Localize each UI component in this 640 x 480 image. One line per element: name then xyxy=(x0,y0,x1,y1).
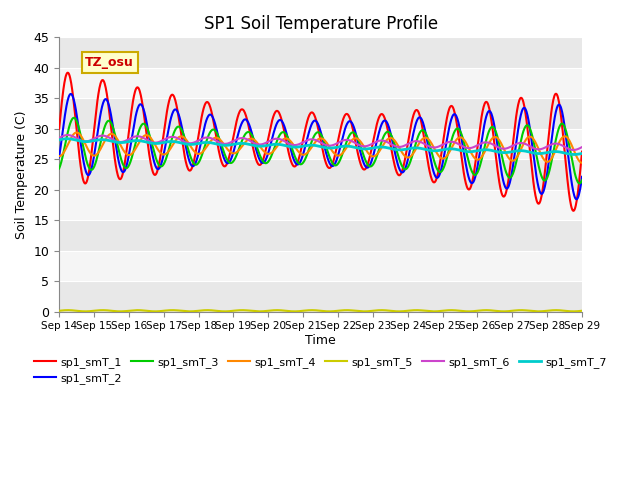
sp1_smT_4 xyxy=(268,150,275,156)
Line: sp1_smT_1: sp1_smT_1 xyxy=(59,73,582,211)
sp1_smT_7 xyxy=(109,139,117,144)
sp1_smT_5 xyxy=(463,309,471,314)
sp1_smT_3 xyxy=(109,125,117,131)
sp1_smT_3 xyxy=(463,154,471,159)
sp1_smT_1 xyxy=(268,122,275,128)
sp1_smT_7 xyxy=(570,152,578,157)
Bar xyxy=(59,37,582,68)
sp1_smT_7 xyxy=(268,142,275,148)
X-axis label: Time: Time xyxy=(305,334,336,347)
sp1_smT_4 xyxy=(473,156,481,162)
Legend: sp1_smT_1, sp1_smT_2, sp1_smT_3, sp1_smT_4, sp1_smT_5, sp1_smT_6, sp1_smT_7: sp1_smT_1, sp1_smT_2, sp1_smT_3, sp1_smT… xyxy=(29,352,612,388)
sp1_smT_3 xyxy=(575,180,583,186)
sp1_smT_2 xyxy=(268,140,275,145)
sp1_smT_7 xyxy=(415,145,422,151)
Bar xyxy=(59,251,582,281)
sp1_smT_6 xyxy=(570,147,577,153)
sp1_smT_7 xyxy=(473,148,481,154)
Text: TZ_osu: TZ_osu xyxy=(85,56,134,69)
sp1_smT_3 xyxy=(70,115,77,120)
sp1_smT_6 xyxy=(463,145,471,151)
sp1_smT_3 xyxy=(473,171,481,177)
sp1_smT_5 xyxy=(109,308,117,314)
sp1_smT_2 xyxy=(415,115,422,120)
sp1_smT_5 xyxy=(552,307,560,313)
Line: sp1_smT_7: sp1_smT_7 xyxy=(59,139,582,155)
sp1_smT_2 xyxy=(109,124,117,130)
sp1_smT_4 xyxy=(55,153,63,159)
sp1_smT_4 xyxy=(578,160,586,166)
sp1_smT_5 xyxy=(578,308,586,313)
sp1_smT_1 xyxy=(64,70,72,76)
sp1_smT_6 xyxy=(64,132,72,138)
Y-axis label: Soil Temperature (C): Soil Temperature (C) xyxy=(15,110,28,239)
sp1_smT_3 xyxy=(286,140,294,146)
sp1_smT_6 xyxy=(578,144,586,150)
sp1_smT_5 xyxy=(473,308,481,314)
sp1_smT_7 xyxy=(286,144,294,150)
Bar xyxy=(59,220,582,251)
sp1_smT_1 xyxy=(109,143,117,148)
sp1_smT_2 xyxy=(578,174,586,180)
Line: sp1_smT_6: sp1_smT_6 xyxy=(59,135,582,150)
Bar xyxy=(59,159,582,190)
sp1_smT_5 xyxy=(81,309,89,314)
sp1_smT_5 xyxy=(268,308,275,313)
sp1_smT_6 xyxy=(415,139,422,144)
sp1_smT_4 xyxy=(286,138,294,144)
Title: SP1 Soil Temperature Profile: SP1 Soil Temperature Profile xyxy=(204,15,438,33)
sp1_smT_2 xyxy=(473,167,481,173)
sp1_smT_1 xyxy=(286,155,294,161)
sp1_smT_2 xyxy=(55,154,63,160)
sp1_smT_3 xyxy=(55,166,63,171)
Bar xyxy=(59,281,582,312)
sp1_smT_5 xyxy=(415,307,422,313)
sp1_smT_6 xyxy=(473,143,481,148)
sp1_smT_1 xyxy=(415,110,422,116)
Line: sp1_smT_3: sp1_smT_3 xyxy=(59,118,582,183)
sp1_smT_3 xyxy=(578,178,586,183)
Bar xyxy=(59,190,582,220)
Bar xyxy=(59,68,582,98)
sp1_smT_6 xyxy=(286,141,294,147)
sp1_smT_3 xyxy=(268,154,275,159)
sp1_smT_6 xyxy=(109,137,117,143)
sp1_smT_2 xyxy=(572,196,580,202)
sp1_smT_4 xyxy=(463,143,471,148)
sp1_smT_6 xyxy=(55,135,63,141)
sp1_smT_1 xyxy=(473,149,481,155)
sp1_smT_2 xyxy=(67,91,74,97)
sp1_smT_7 xyxy=(55,137,63,143)
sp1_smT_1 xyxy=(463,185,471,191)
sp1_smT_7 xyxy=(63,136,71,142)
Bar xyxy=(59,98,582,129)
Line: sp1_smT_4: sp1_smT_4 xyxy=(59,132,582,163)
sp1_smT_2 xyxy=(463,169,471,175)
sp1_smT_6 xyxy=(268,137,275,143)
sp1_smT_4 xyxy=(109,132,117,137)
sp1_smT_4 xyxy=(72,130,80,135)
Bar xyxy=(59,129,582,159)
sp1_smT_4 xyxy=(415,141,422,147)
sp1_smT_1 xyxy=(578,149,586,155)
sp1_smT_1 xyxy=(570,208,577,214)
sp1_smT_7 xyxy=(578,151,586,156)
sp1_smT_5 xyxy=(55,308,63,313)
Line: sp1_smT_5: sp1_smT_5 xyxy=(59,310,582,312)
sp1_smT_7 xyxy=(463,149,471,155)
sp1_smT_1 xyxy=(55,126,63,132)
sp1_smT_5 xyxy=(286,308,294,314)
sp1_smT_3 xyxy=(415,132,422,138)
Line: sp1_smT_2: sp1_smT_2 xyxy=(59,94,582,199)
sp1_smT_2 xyxy=(286,144,294,150)
